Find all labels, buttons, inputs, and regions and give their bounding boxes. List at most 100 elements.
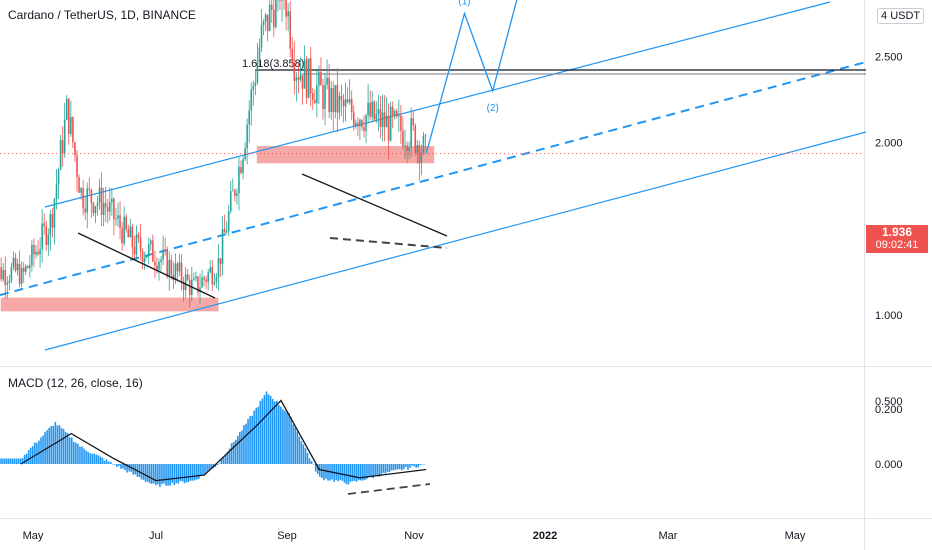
macd-histogram-bar <box>48 427 50 464</box>
macd-histogram-bar <box>292 424 294 464</box>
macd-histogram-bar <box>296 431 299 464</box>
candle-body <box>16 263 19 271</box>
candle-body <box>188 279 191 295</box>
candle-body <box>219 258 222 264</box>
macd-histogram-bar <box>419 464 422 466</box>
candle-body <box>273 9 275 28</box>
macd-histogram-bar <box>111 464 114 465</box>
candle-body <box>410 118 412 148</box>
macd-histogram-bar <box>423 463 426 465</box>
candle-body <box>186 274 189 280</box>
candle-body <box>322 85 324 110</box>
candle-body <box>145 256 148 258</box>
macd-histogram-bar <box>101 457 104 464</box>
macd-histogram-bar <box>370 464 372 478</box>
candle-body <box>297 77 300 80</box>
macd-histogram-bar <box>107 461 110 464</box>
candle-body <box>8 280 11 283</box>
candle-body <box>324 84 326 110</box>
macd-histogram-bar <box>257 406 260 464</box>
wave-label: (1) <box>458 0 470 7</box>
candle-body <box>215 277 218 283</box>
candle-body <box>420 152 423 163</box>
macd-histogram-bar <box>181 464 184 482</box>
candle-body <box>104 203 107 208</box>
candle-body <box>238 166 240 194</box>
macd-histogram-bar <box>357 464 360 480</box>
candle-body <box>117 215 119 219</box>
candle-body <box>227 211 230 232</box>
macd-histogram-bar <box>56 425 59 464</box>
candle-body <box>207 272 210 282</box>
candle-body <box>350 99 353 113</box>
candle-body <box>14 257 17 271</box>
macd-histogram-bar <box>140 464 143 480</box>
macd-histogram-bar <box>245 423 247 464</box>
macd-histogram-bar <box>362 464 364 481</box>
candle-body <box>213 282 216 285</box>
macd-histogram-bar <box>347 464 350 485</box>
macd-histogram-bar <box>89 453 91 464</box>
time-tick-label: Nov <box>404 530 424 542</box>
candle-body <box>20 267 23 284</box>
time-tick-label: Jul <box>149 530 163 542</box>
candle-body <box>22 267 25 272</box>
candle-body <box>314 99 316 104</box>
currency-badge[interactable]: 4 USDT <box>877 8 925 24</box>
macd-histogram-bar <box>25 453 28 464</box>
macd-histogram-bar <box>220 459 223 464</box>
candle-body <box>363 127 365 132</box>
macd-histogram-bar <box>368 464 370 477</box>
time-tick-label: Mar <box>659 530 678 542</box>
macd-histogram-bar <box>282 409 284 464</box>
macd-histogram-bar <box>345 464 348 485</box>
macd-histogram-bar <box>165 464 167 486</box>
candle-body <box>217 258 220 278</box>
candle-body <box>33 244 35 255</box>
macd-histogram-bar <box>3 458 5 464</box>
trendline-descending-1 <box>77 232 216 299</box>
candle-body <box>125 216 128 230</box>
candle-body <box>115 218 117 220</box>
candle-body <box>234 190 236 196</box>
candle-body <box>121 228 123 244</box>
channel-lower-line <box>44 131 867 351</box>
candle-body <box>316 85 318 104</box>
candle-body <box>402 130 404 147</box>
candle-body <box>342 99 345 107</box>
macd-histogram-bar <box>204 464 206 475</box>
candle-body <box>311 93 314 100</box>
macd-histogram-bar <box>46 430 48 464</box>
macd-histogram-bar <box>208 464 210 470</box>
candle-body <box>39 249 41 255</box>
candle-body <box>135 234 138 255</box>
candle-body <box>285 0 287 17</box>
candle-body <box>406 145 408 152</box>
macd-histogram-bar <box>124 464 126 471</box>
candle-body <box>4 270 7 285</box>
candle-body <box>412 118 415 126</box>
candle-body <box>10 266 13 281</box>
macd-histogram-bar <box>228 448 231 464</box>
macd-histogram-bar <box>64 431 67 464</box>
macd-histogram-bar <box>68 437 71 464</box>
candle-body <box>143 257 146 262</box>
macd-histogram-bar <box>58 425 61 464</box>
candle-body <box>320 71 322 86</box>
candle-body <box>404 145 406 147</box>
time-tick-label: Sep <box>277 530 297 542</box>
macd-histogram-bar <box>99 456 102 464</box>
candle-body <box>258 47 261 62</box>
candle-body <box>293 62 296 81</box>
candle-body <box>131 226 134 248</box>
candle-body <box>408 147 410 152</box>
candle-body <box>31 244 33 266</box>
macd-histogram-bar <box>157 464 159 485</box>
candle-body <box>209 267 212 273</box>
macd-histogram-bar <box>366 464 368 479</box>
candle-body <box>63 119 66 154</box>
candle-body <box>389 106 392 141</box>
macd-histogram-bar <box>198 464 200 479</box>
macd-histogram-bar <box>42 435 44 464</box>
